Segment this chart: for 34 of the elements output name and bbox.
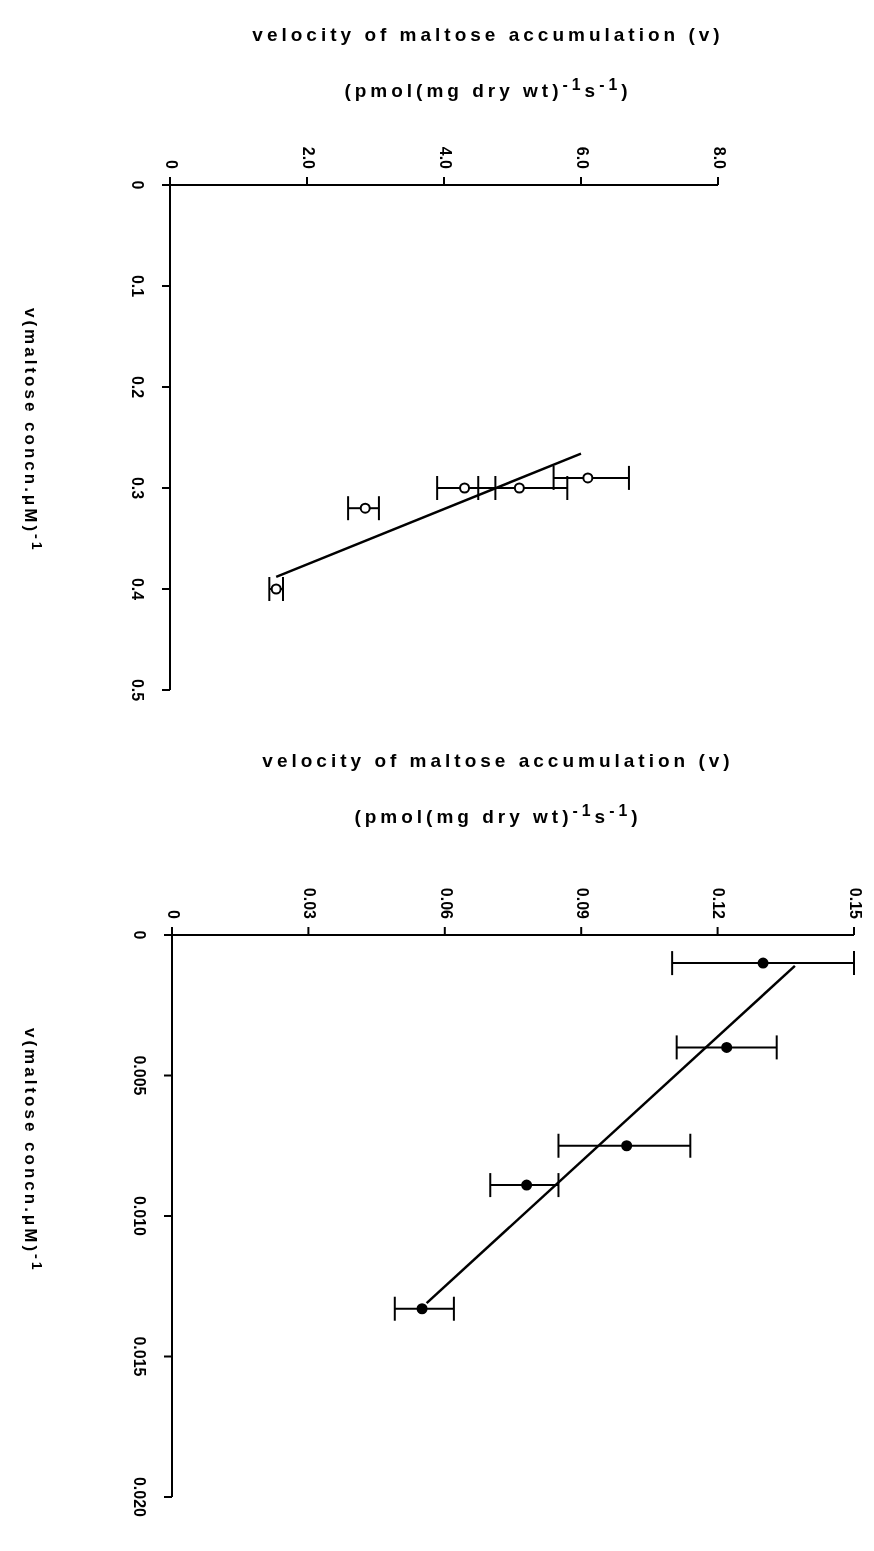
x-tick-label: 0.12 bbox=[710, 887, 728, 920]
x-tick-label: 6.0 bbox=[573, 146, 591, 170]
point bbox=[721, 1041, 733, 1053]
point bbox=[459, 482, 471, 494]
y-tick-label: 0.005 bbox=[130, 1055, 148, 1096]
y-tick-label: 0.3 bbox=[128, 476, 146, 500]
x-tick-label: 0.09 bbox=[573, 887, 591, 920]
point bbox=[270, 583, 282, 595]
text: velocity of maltose accumulation (v) (pmol(mg dry wt)$^{-1}$s$^{-1}$) bbox=[252, 24, 724, 102]
point bbox=[757, 957, 769, 969]
y-tick-label: 0.2 bbox=[128, 375, 146, 399]
y-tick-label: 0.010 bbox=[130, 1195, 148, 1237]
y-tick-label: 0 bbox=[128, 180, 146, 190]
y-tick-label: 0.015 bbox=[130, 1336, 148, 1377]
x-tick-label: 0 bbox=[164, 910, 182, 920]
point bbox=[359, 502, 371, 514]
point bbox=[513, 482, 525, 494]
y-tick-label: 0.4 bbox=[128, 577, 146, 601]
x-tick-label: 8.0 bbox=[710, 146, 728, 170]
y-tick-label: 0 bbox=[130, 930, 148, 940]
x-tick-label: 0 bbox=[162, 160, 180, 170]
y-tick-label: 0.5 bbox=[128, 678, 146, 702]
text: velocity of maltose accumulation (v) (pmol(mg dry wt)$^{-1}$s$^{-1}$) bbox=[262, 750, 734, 828]
y-tick-label: 0.1 bbox=[128, 274, 146, 298]
x-tick-label: 0.03 bbox=[301, 887, 319, 920]
x-tick-label: 0.15 bbox=[846, 887, 864, 920]
y-tick-label: 0.020 bbox=[130, 1476, 148, 1518]
point bbox=[521, 1179, 533, 1191]
x-tick-label: 0.06 bbox=[437, 887, 455, 920]
x-tick-label: 2.0 bbox=[299, 146, 317, 170]
point bbox=[582, 472, 594, 484]
x-tick-label: 4.0 bbox=[436, 146, 454, 170]
point bbox=[416, 1303, 428, 1315]
point bbox=[621, 1140, 633, 1152]
